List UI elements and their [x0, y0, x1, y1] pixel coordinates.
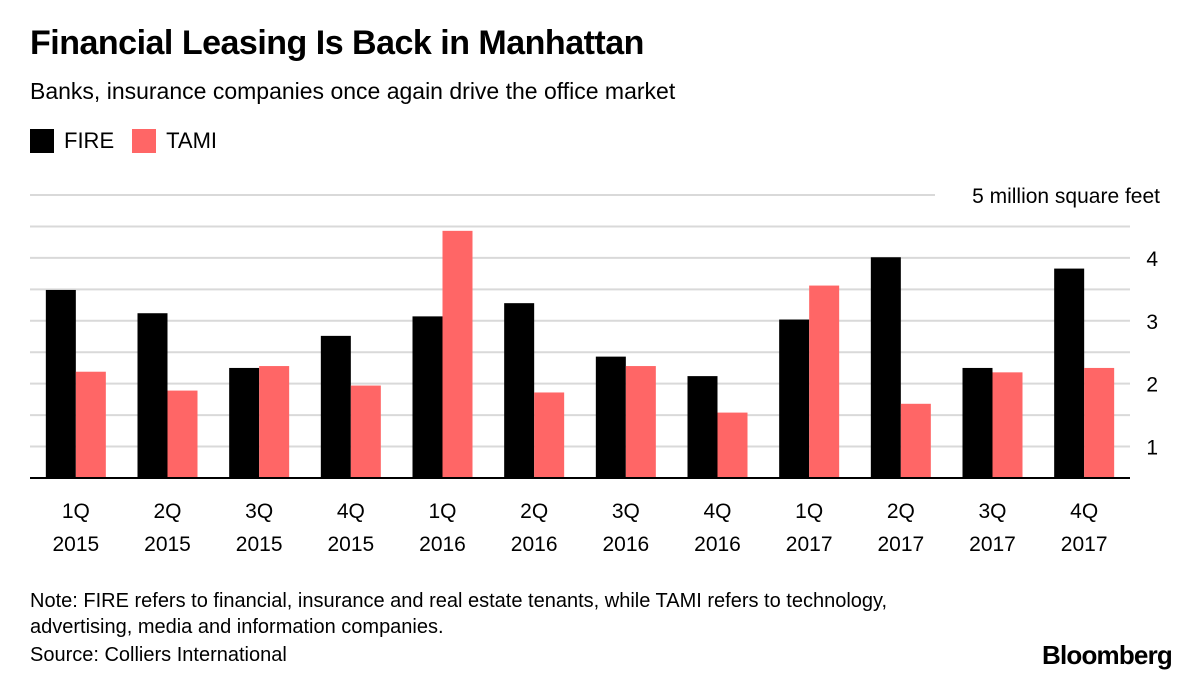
x-tick-label: 2Q 2016: [511, 500, 558, 556]
bar-fire: [687, 376, 718, 478]
bar-fire: [779, 319, 810, 478]
bar-fire: [412, 316, 443, 478]
y-tick-label: 4: [1146, 248, 1158, 271]
bar-tami: [442, 230, 473, 478]
footnote: Note: FIRE refers to financial, insuranc…: [30, 590, 888, 638]
bar-tami: [350, 385, 381, 478]
bar-fire: [504, 303, 535, 478]
bar-fire: [320, 335, 351, 478]
x-tick-label: 4Q 2016: [694, 500, 741, 556]
bar-tami: [625, 366, 656, 478]
x-tick-label: 4Q 2017: [1061, 500, 1108, 556]
legend-swatch-tami: [132, 129, 157, 153]
bar-fire: [137, 313, 168, 478]
legend: FIRE TAMI: [30, 126, 235, 156]
legend-item-tami: TAMI: [132, 128, 217, 154]
chart-title: Financial Leasing Is Back in Manhattan: [30, 24, 644, 62]
gridlines: [30, 194, 1130, 448]
bar-fire: [595, 356, 626, 478]
x-tick-label: 2Q 2017: [877, 500, 924, 556]
legend-label-tami: TAMI: [166, 128, 218, 153]
x-tick-label: 3Q 2015: [236, 500, 283, 556]
bar-tami: [75, 371, 106, 478]
y-axis-unit-label: 5 million square feet: [972, 185, 1160, 208]
x-tick-label: 3Q 2017: [969, 500, 1016, 556]
bar-tami: [717, 412, 748, 478]
x-tick-label: 4Q 2015: [327, 500, 374, 556]
y-tick-label: 2: [1146, 374, 1158, 397]
x-tick-label: 1Q 2017: [786, 500, 833, 556]
bar-tami: [809, 285, 840, 478]
bar-tami: [900, 403, 931, 478]
bar-tami: [1084, 367, 1115, 478]
bar-tami: [534, 392, 565, 478]
y-tick-label: 1: [1146, 437, 1158, 460]
bar-fire: [229, 367, 260, 478]
bar-tami: [259, 366, 290, 478]
axis-labels: 1 2 3 4 5 million square feet 1Q 2015 2Q 2015 3Q 2…: [52, 185, 1160, 556]
x-tick-label: 1Q 2016: [419, 500, 466, 556]
legend-item-fire: FIRE: [30, 128, 114, 154]
source-note: Source: Colliers International: [30, 644, 287, 666]
bar-fire: [45, 289, 76, 478]
bar-fire: [962, 367, 993, 478]
chart-subtitle: Banks, insurance companies once again dr…: [30, 78, 676, 104]
y-tick-label: 3: [1146, 311, 1158, 334]
x-tick-label: 1Q 2015: [52, 500, 99, 556]
legend-label-fire: FIRE: [64, 128, 115, 153]
bars: [45, 230, 1115, 478]
bar-fire: [870, 257, 901, 478]
bar-tami: [992, 372, 1023, 478]
x-tick-label: 3Q 2016: [602, 500, 649, 556]
x-tick-label: 2Q 2015: [144, 500, 191, 556]
bar-tami: [167, 390, 198, 478]
legend-swatch-fire: [30, 129, 54, 153]
bar-fire: [1054, 268, 1085, 478]
bloomberg-logo: Bloomberg: [1041, 640, 1173, 670]
